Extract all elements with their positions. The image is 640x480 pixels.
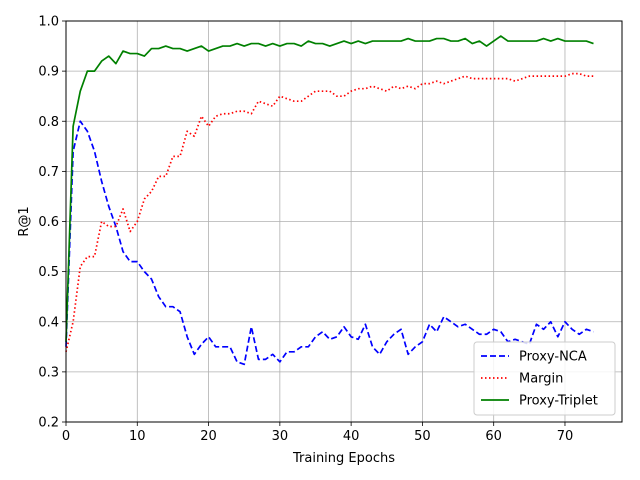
legend: Proxy-NCA Margin Proxy-Triplet: [473, 341, 616, 416]
series-line-margin: [65, 72, 594, 353]
series-lines: [65, 35, 594, 366]
x-tick-label: 10: [129, 429, 146, 444]
series-line-proxy-triplet: [65, 35, 594, 342]
y-tick-label: 0.6: [38, 215, 59, 230]
y-axis-label: R@1: [17, 206, 32, 236]
x-tick-label: 0: [62, 429, 70, 444]
x-tick-label: 50: [414, 429, 431, 444]
y-tick-label: 0.7: [38, 165, 59, 180]
x-axis-label: Training Epochs: [292, 451, 395, 466]
x-tick-label: 20: [200, 429, 217, 444]
legend-entry: Proxy-Triplet: [519, 394, 598, 409]
x-tick-label: 30: [272, 429, 289, 444]
y-tick-label: 0.8: [38, 115, 59, 130]
x-tick-label: 60: [485, 429, 502, 444]
legend-box: [473, 341, 616, 416]
y-tick-label: 0.4: [38, 315, 59, 330]
series-line-proxy-nca: [65, 120, 594, 366]
y-tick-label: 0.9: [38, 65, 59, 80]
y-tick-label: 0.2: [38, 416, 59, 431]
axis-ticks: 0 10 20 30 40 50 60 70 0.2 0.3 0.4 0.5 0.6 0.7 0.8 0.9 1…: [38, 15, 573, 445]
legend-entry: Proxy-NCA: [519, 350, 587, 365]
y-tick-label: 0.5: [38, 265, 59, 280]
y-tick-label: 1.0: [38, 15, 59, 30]
y-tick-label: 0.3: [38, 365, 59, 380]
x-tick-label: 40: [343, 429, 360, 444]
x-tick-label: 70: [557, 429, 574, 444]
legend-entry: Margin: [519, 372, 563, 387]
